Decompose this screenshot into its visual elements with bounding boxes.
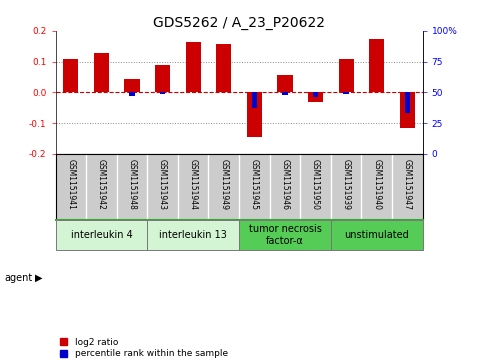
FancyBboxPatch shape	[239, 220, 331, 250]
Title: GDS5262 / A_23_P20622: GDS5262 / A_23_P20622	[153, 16, 325, 30]
FancyBboxPatch shape	[331, 220, 423, 250]
Bar	[160, 92, 165, 94]
Bar	[216, 44, 231, 92]
Bar	[343, 92, 349, 94]
Bar	[405, 92, 410, 113]
Text: GSM1151941: GSM1151941	[66, 159, 75, 210]
Bar	[400, 92, 415, 128]
Text: ▶: ▶	[35, 273, 43, 283]
Bar	[125, 78, 140, 92]
Text: GSM1151942: GSM1151942	[97, 159, 106, 210]
Text: GSM1151949: GSM1151949	[219, 159, 228, 210]
Text: interleukin 13: interleukin 13	[159, 230, 227, 240]
Bar	[339, 58, 354, 92]
Bar	[155, 65, 170, 92]
Text: agent: agent	[5, 273, 33, 283]
Bar	[252, 92, 257, 108]
Bar	[308, 92, 323, 102]
Bar	[369, 40, 384, 92]
Bar	[282, 92, 288, 95]
Text: GSM1151946: GSM1151946	[281, 159, 289, 210]
Bar	[185, 42, 201, 92]
Text: GSM1151945: GSM1151945	[250, 159, 259, 210]
FancyBboxPatch shape	[56, 220, 147, 250]
Legend: log2 ratio, percentile rank within the sample: log2 ratio, percentile rank within the s…	[60, 338, 227, 359]
Text: GSM1151943: GSM1151943	[158, 159, 167, 210]
Bar	[129, 92, 135, 96]
Bar	[247, 92, 262, 137]
Text: GSM1151948: GSM1151948	[128, 159, 137, 210]
FancyBboxPatch shape	[147, 220, 239, 250]
Text: interleukin 4: interleukin 4	[71, 230, 132, 240]
Text: GSM1151950: GSM1151950	[311, 159, 320, 210]
Text: GSM1151944: GSM1151944	[189, 159, 198, 210]
Bar	[277, 74, 293, 92]
Text: GSM1151947: GSM1151947	[403, 159, 412, 210]
Text: tumor necrosis
factor-α: tumor necrosis factor-α	[249, 224, 321, 246]
Bar	[94, 53, 109, 92]
Text: GSM1151940: GSM1151940	[372, 159, 381, 210]
Text: unstimulated: unstimulated	[344, 230, 409, 240]
Bar	[63, 59, 78, 92]
Text: GSM1151939: GSM1151939	[341, 159, 351, 210]
Bar	[313, 92, 318, 97]
